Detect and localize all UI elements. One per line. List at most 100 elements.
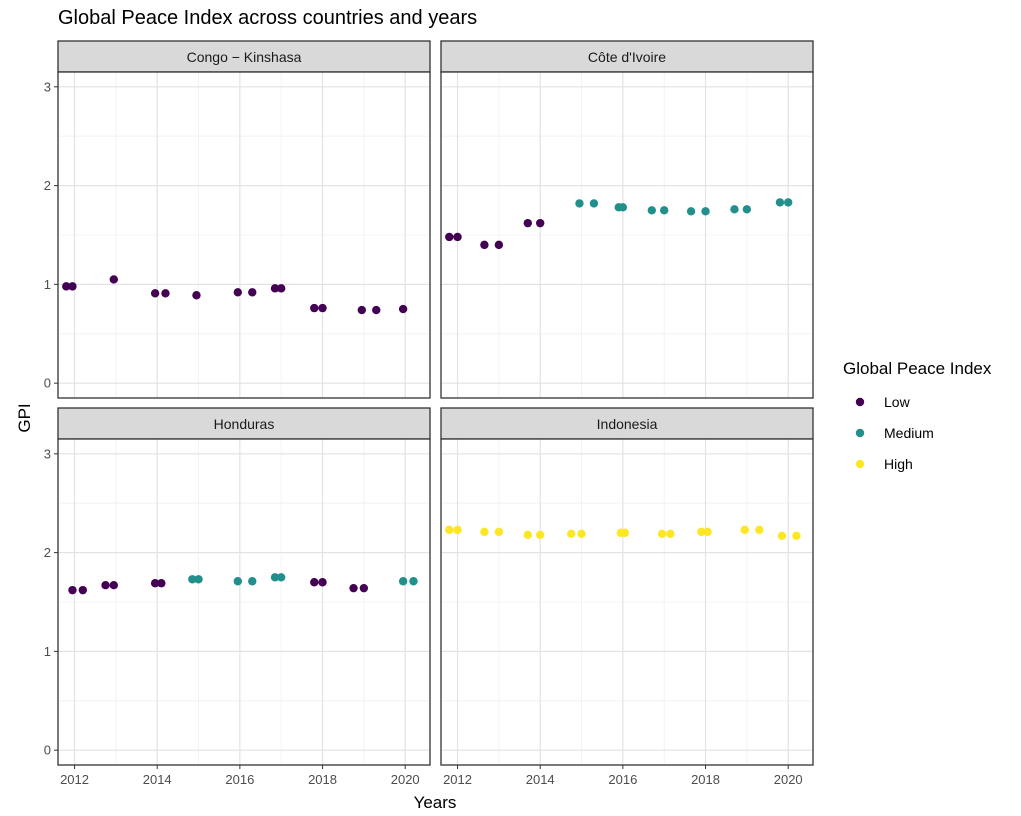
legend-label-medium: Medium — [884, 425, 934, 441]
data-point — [359, 583, 369, 593]
x-tick-label: 2016 — [225, 772, 254, 787]
data-point — [657, 529, 667, 539]
x-tick-label: 2016 — [608, 772, 637, 787]
data-point — [349, 583, 358, 593]
data-point — [445, 232, 454, 242]
facet-panel: Indonesia 2012 2014 2016 2018 2020 — [440, 407, 814, 787]
data-point — [792, 531, 801, 541]
data-point — [775, 198, 785, 207]
data-point — [109, 275, 119, 284]
data-point — [194, 575, 203, 584]
data-point — [233, 288, 242, 297]
data-point — [318, 303, 327, 313]
panel-border — [440, 71, 814, 399]
data-point — [248, 288, 257, 297]
data-point — [188, 575, 197, 584]
legend: Global Peace Index Low Medium High — [843, 359, 992, 472]
data-point — [409, 577, 418, 586]
data-point — [453, 232, 462, 242]
data-point — [575, 199, 584, 208]
data-point — [740, 525, 749, 535]
legend-title: Global Peace Index — [843, 359, 992, 378]
data-point — [777, 531, 787, 541]
facet-panel: Honduras 0 1 2 3 2012 2014 2016 2018 2020 — [44, 407, 431, 787]
data-point — [310, 578, 319, 587]
x-axis-title: Years — [414, 793, 457, 812]
data-point — [784, 198, 793, 207]
data-point — [78, 585, 88, 595]
data-point — [523, 530, 532, 540]
data-point — [318, 578, 327, 587]
facet-strip — [440, 40, 814, 73]
x-tick-label: 2012 — [60, 772, 89, 787]
y-tick-label: 3 — [44, 79, 51, 94]
facet-panel: Congo − Kinshasa 0 1 2 3 — [44, 40, 431, 399]
x-tick-label: 2014 — [143, 772, 172, 787]
data-point — [277, 284, 286, 293]
data-point — [310, 303, 319, 313]
data-point — [660, 206, 669, 215]
legend-label-high: High — [884, 456, 913, 472]
data-point — [620, 528, 630, 538]
data-point — [150, 579, 160, 588]
data-point — [701, 207, 710, 216]
data-point — [480, 527, 489, 537]
data-point — [277, 573, 286, 582]
facet-label: Côte d'Ivoire — [588, 49, 666, 65]
legend-label-low: Low — [884, 394, 911, 410]
data-point — [567, 529, 576, 539]
data-point — [270, 573, 280, 582]
facet-strip — [57, 40, 431, 73]
facet-strip — [440, 407, 814, 440]
data-point — [494, 527, 504, 537]
data-point — [270, 284, 280, 293]
data-point — [697, 527, 706, 537]
data-point — [577, 529, 586, 539]
panel-border — [57, 71, 431, 399]
data-point — [647, 206, 656, 215]
y-tick-label: 0 — [44, 743, 51, 758]
data-point — [755, 525, 764, 535]
data-point — [101, 581, 110, 590]
y-axis-title: GPI — [15, 403, 34, 432]
data-point — [68, 585, 77, 595]
data-point — [357, 305, 366, 315]
data-point — [398, 577, 408, 586]
facet-strip — [57, 407, 431, 440]
x-tick-label: 2018 — [691, 772, 720, 787]
data-point — [494, 240, 504, 250]
data-point — [62, 282, 71, 291]
data-point — [536, 218, 545, 228]
legend-key-high — [855, 459, 865, 469]
x-tick-label: 2020 — [391, 772, 420, 787]
data-point — [161, 289, 170, 298]
y-tick-label: 1 — [44, 644, 51, 659]
y-tick-label: 1 — [44, 277, 51, 292]
data-point — [666, 529, 675, 539]
data-point — [480, 240, 489, 250]
data-point — [150, 289, 160, 298]
data-point — [68, 282, 77, 291]
data-point — [445, 525, 454, 535]
facet-panel: Côte d'Ivoire — [440, 40, 814, 399]
x-tick-label: 2014 — [526, 772, 555, 787]
x-tick-label: 2018 — [308, 772, 337, 787]
legend-key-low — [855, 397, 865, 407]
facet-label: Indonesia — [597, 416, 658, 432]
panel-border — [440, 438, 814, 766]
facet-panels: Congo − Kinshasa 0 1 2 3 Côte d'Ivoire Hondura… — [44, 40, 814, 787]
data-point — [618, 203, 628, 212]
data-point — [703, 527, 712, 537]
data-point — [233, 577, 242, 586]
chart-title: Global Peace Index across countries and … — [58, 7, 477, 29]
data-point — [730, 205, 739, 214]
data-point — [523, 218, 532, 228]
data-point — [453, 525, 462, 535]
data-point — [109, 581, 119, 590]
facet-label: Honduras — [214, 416, 275, 432]
data-point — [248, 577, 257, 586]
y-tick-label: 2 — [44, 545, 51, 560]
y-tick-label: 0 — [44, 376, 51, 391]
facet-label: Congo − Kinshasa — [187, 49, 302, 65]
